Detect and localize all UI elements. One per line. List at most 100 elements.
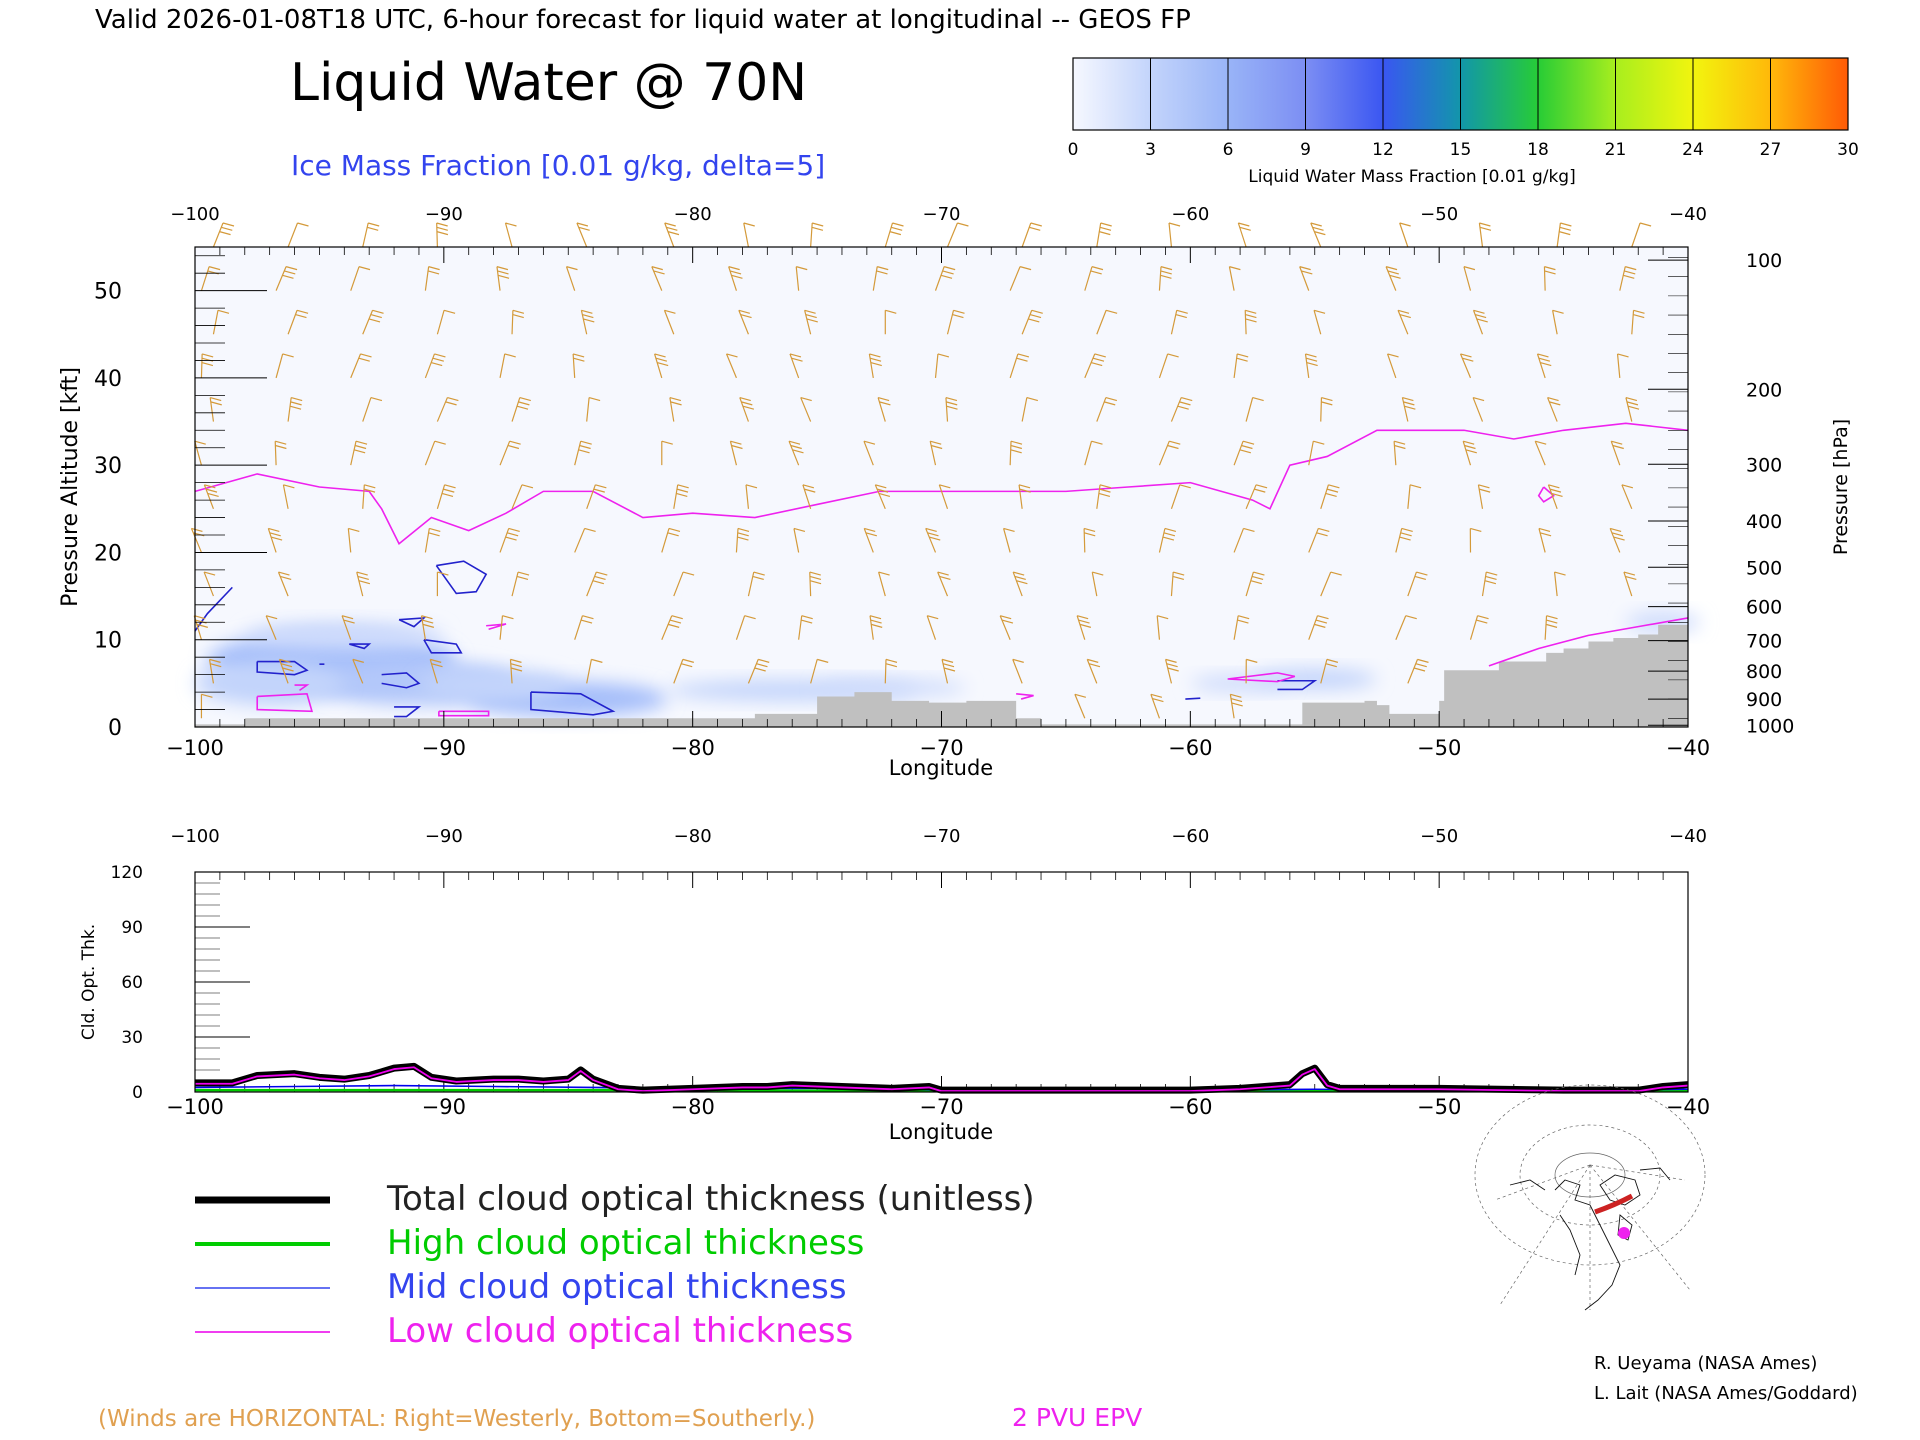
y-tick-label: 120 <box>111 863 143 883</box>
liquid-water-patch <box>418 669 569 701</box>
colorbar-tick-label: 18 <box>1527 140 1549 160</box>
wind-barb <box>946 222 969 248</box>
legend: Total cloud optical thickness (unitless)… <box>195 1179 1035 1351</box>
wind-barb <box>1556 222 1572 248</box>
wind-barb <box>1463 266 1476 291</box>
x-tick-label: −70 <box>919 736 963 760</box>
y-tick-label: 60 <box>121 973 143 993</box>
series-line <box>195 1066 1689 1092</box>
ice-contour <box>394 706 422 718</box>
wind-barb <box>1170 484 1191 510</box>
wind-barb <box>436 309 456 335</box>
legend-label: Low cloud optical thickness <box>387 1311 853 1351</box>
wind-barb <box>729 440 743 466</box>
wind-barb <box>282 484 295 509</box>
wind-barb <box>574 440 592 466</box>
legend-label: Mid cloud optical thickness <box>387 1267 847 1307</box>
top-tick-label: −50 <box>1420 826 1458 847</box>
wind-barb <box>424 353 446 379</box>
colorbar-tick-label: 15 <box>1450 140 1472 160</box>
wind-barb <box>1158 353 1179 379</box>
wind-barb <box>1003 527 1015 553</box>
map-meridian <box>1589 1164 1686 1181</box>
wind-barbs <box>190 222 1652 719</box>
wind-barb <box>868 353 882 379</box>
pressure-tick-label: 1000 <box>1746 715 1794 737</box>
wind-barb <box>1164 658 1179 684</box>
pressure-tick-label: 900 <box>1746 689 1782 711</box>
wind-barb <box>1096 222 1112 248</box>
wind-barb <box>1320 484 1340 510</box>
wind-barb <box>1012 658 1024 684</box>
pressure-tick-label: 700 <box>1746 631 1782 653</box>
colorbar-segment <box>1305 58 1384 130</box>
wind-barb <box>793 527 806 553</box>
wind-barb <box>728 266 743 291</box>
wind-barb <box>1233 615 1250 640</box>
ice-contour <box>398 616 427 628</box>
colorbar-segment <box>1150 58 1229 130</box>
wind-barb <box>663 309 676 335</box>
wind-barb <box>565 266 578 291</box>
wind-barb <box>1245 484 1268 510</box>
terrain-area <box>195 620 1688 727</box>
top-tick-label: −80 <box>674 204 712 225</box>
wind-barb <box>1459 353 1474 379</box>
colorbar-segment <box>1228 58 1306 130</box>
wind-barb <box>1021 222 1042 248</box>
wind-barb <box>884 658 898 684</box>
winds-note: (Winds are HORIZONTAL: Right=Westerly, B… <box>98 1406 815 1432</box>
x-tick-label: −90 <box>422 736 466 760</box>
wind-barb <box>1543 266 1556 291</box>
map-coastline <box>1599 1174 1641 1206</box>
x-tick-label: −50 <box>1417 1095 1461 1119</box>
wind-barb <box>810 658 829 684</box>
colorbar-tick-label: 9 <box>1300 140 1311 160</box>
wind-barb <box>511 396 531 422</box>
wind-barb <box>287 309 309 335</box>
wind-barb <box>747 658 770 684</box>
wind-barb <box>1245 571 1265 597</box>
wind-barb <box>661 527 681 553</box>
y-tick-label: 0 <box>132 1083 143 1103</box>
top-tick-label: −60 <box>1171 204 1209 225</box>
map-coastline <box>1509 1179 1546 1191</box>
wind-barb <box>1150 693 1164 719</box>
wind-barb <box>420 615 435 640</box>
colorbar-tick-label: 3 <box>1145 140 1156 160</box>
ice-contour <box>1185 697 1201 700</box>
optical-thickness-plot: −100 −100 −90 −90 −80 −80 −70 −70 −60 −60 −50 −50 −4… <box>111 826 1711 1119</box>
wind-barb <box>1407 571 1428 597</box>
wind-barb <box>1096 396 1118 422</box>
wind-barb <box>424 266 440 291</box>
wind-barb <box>798 615 813 640</box>
wind-barb <box>1084 353 1106 379</box>
wind-barb <box>499 615 514 640</box>
wind-barb <box>576 222 590 248</box>
wind-barb <box>869 615 883 640</box>
wind-barb <box>1233 440 1255 466</box>
wind-barb <box>863 440 876 466</box>
wind-barb <box>278 658 294 684</box>
wind-barb <box>1086 658 1101 684</box>
wind-barb <box>884 309 897 335</box>
wind-barb <box>747 571 765 597</box>
wind-barb <box>352 658 364 684</box>
colorbar-tick-label: 27 <box>1760 140 1782 160</box>
epv-contour <box>256 693 314 713</box>
wind-barb <box>664 222 680 248</box>
wind-barb <box>1631 222 1652 248</box>
ice-contour <box>1277 679 1318 691</box>
wind-barb <box>287 222 309 248</box>
wind-barb <box>804 309 818 335</box>
wind-barb <box>1544 615 1558 640</box>
wind-barb <box>212 222 235 248</box>
pressure-tick-label: 400 <box>1746 511 1782 533</box>
wind-barb <box>945 396 958 422</box>
wind-barb <box>1536 353 1552 379</box>
epv-contour <box>1537 486 1555 503</box>
pressure-tick-label: 600 <box>1746 597 1782 619</box>
wind-barb <box>265 615 278 640</box>
colorbar-segment <box>1538 58 1616 130</box>
wind-barb <box>877 396 891 422</box>
